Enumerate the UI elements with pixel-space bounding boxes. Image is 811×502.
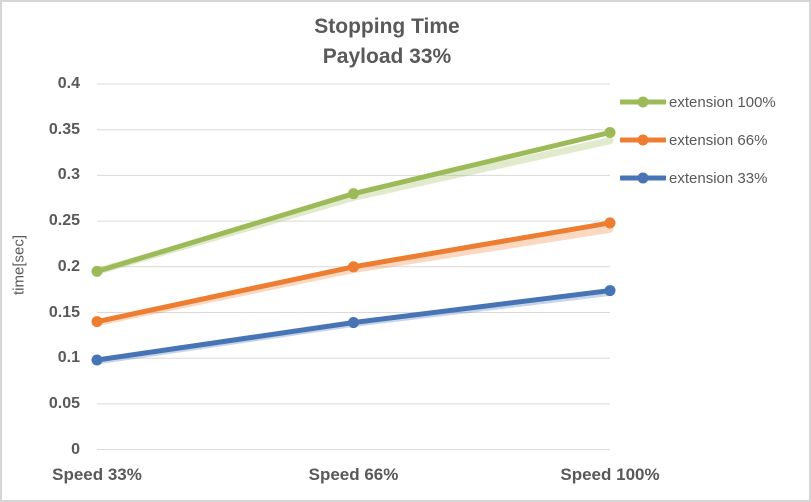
- y-tick-label: 0.4: [57, 75, 80, 92]
- y-tick-label: 0.2: [57, 257, 80, 275]
- x-category-label: Speed 100%: [560, 465, 660, 484]
- y-tick-label: 0.3: [57, 166, 80, 184]
- chart-title: Stopping Time Payload 33%: [2, 12, 772, 72]
- legend-item: extension 66%: [620, 127, 776, 153]
- y-tick-label: 0.25: [48, 212, 80, 230]
- data-point-marker: [604, 126, 616, 138]
- data-point-marker: [91, 265, 103, 277]
- data-point-marker: [348, 188, 359, 200]
- y-tick-label: 0.05: [48, 394, 80, 412]
- legend-key-icon: [620, 96, 666, 108]
- legend-item: extension 33%: [620, 165, 776, 191]
- chart-title-line1: Stopping Time: [314, 15, 460, 38]
- data-point-marker: [91, 316, 103, 328]
- legend-key-icon: [620, 172, 666, 184]
- data-point-marker: [604, 285, 616, 297]
- legend: extension 100% extension 66% extension 33%: [620, 89, 776, 191]
- series-line: [94, 129, 613, 274]
- x-category-label: Speed 33%: [52, 465, 142, 484]
- data-point-marker: [348, 261, 359, 273]
- data-point-marker: [91, 354, 103, 366]
- series-shadow-line: [93, 137, 614, 275]
- legend-key-icon: [620, 134, 666, 146]
- legend-label: extension 100%: [669, 93, 776, 111]
- chart-title-line2: Payload 33%: [322, 45, 452, 68]
- y-tick-label: 0.15: [48, 303, 80, 321]
- y-tick-label: 0: [71, 440, 80, 458]
- legend-label: extension 33%: [669, 169, 768, 187]
- series-shadow-line: [93, 225, 614, 327]
- y-tick-label: 0.35: [48, 120, 80, 138]
- y-tick-label: 0.1: [57, 349, 80, 367]
- data-point-marker: [604, 217, 616, 229]
- legend-label: extension 66%: [669, 131, 768, 149]
- legend-item: extension 100%: [620, 89, 776, 115]
- x-category-label: Speed 66%: [308, 465, 399, 484]
- data-point-marker: [348, 317, 359, 329]
